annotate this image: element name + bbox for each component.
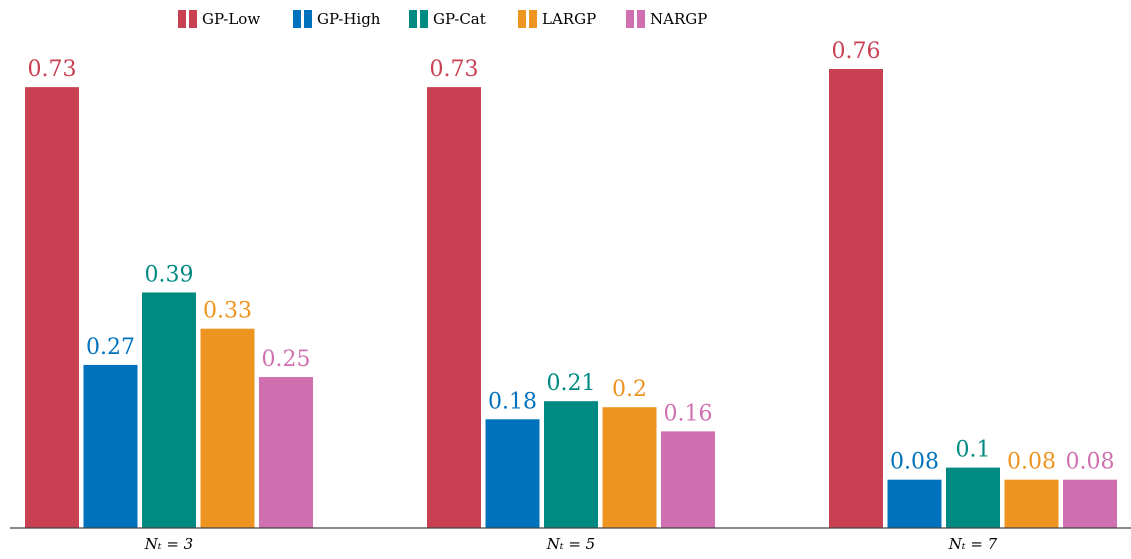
bar	[946, 467, 1000, 528]
bar	[829, 69, 883, 528]
bar	[259, 377, 313, 528]
legend-swatch	[626, 10, 634, 28]
legend-label: LARGP	[542, 10, 596, 28]
bar	[1004, 479, 1059, 528]
bar	[1063, 479, 1117, 528]
value-label: 0.21	[547, 371, 596, 396]
bar	[661, 431, 715, 528]
bar	[142, 292, 196, 528]
legend-label: GP-Cat	[433, 10, 486, 28]
x-tick-label: Nₜ = 3	[144, 535, 193, 553]
value-label: 0.25	[262, 347, 311, 372]
value-label: 0.33	[203, 299, 252, 324]
legend-swatch	[304, 10, 312, 28]
legend-swatch	[420, 10, 428, 28]
value-label: 0.39	[145, 262, 194, 287]
bar	[200, 328, 255, 528]
legend-swatch	[178, 10, 186, 28]
x-tick-label: Nₜ = 7	[948, 535, 998, 553]
legend-swatch	[637, 10, 645, 28]
value-label: 0.18	[488, 389, 537, 414]
legend-label: GP-High	[317, 10, 381, 28]
legend-swatch	[189, 10, 197, 28]
bar	[485, 419, 540, 528]
value-label: 0.76	[832, 39, 881, 64]
x-tick-label: Nₜ = 5	[546, 535, 595, 553]
legend-swatch	[293, 10, 301, 28]
value-label: 0.08	[890, 450, 939, 475]
value-label: 0.16	[664, 401, 713, 426]
value-label: 0.1	[956, 438, 991, 463]
bar	[544, 401, 598, 528]
value-label: 0.73	[430, 57, 479, 82]
value-label: 0.08	[1007, 450, 1056, 475]
bar	[427, 87, 481, 529]
legend-label: GP-Low	[202, 10, 260, 28]
legend-label: NARGP	[650, 10, 707, 28]
value-label: 0.2	[612, 377, 647, 402]
value-label: 0.27	[86, 335, 135, 360]
bar	[83, 364, 138, 528]
legend-swatch	[409, 10, 417, 28]
bar	[602, 407, 657, 528]
legend-swatch	[529, 10, 537, 28]
legend-swatch	[518, 10, 526, 28]
value-label: 0.73	[28, 57, 77, 82]
value-label: 0.08	[1066, 450, 1115, 475]
bar	[887, 479, 942, 528]
bar	[25, 87, 79, 529]
